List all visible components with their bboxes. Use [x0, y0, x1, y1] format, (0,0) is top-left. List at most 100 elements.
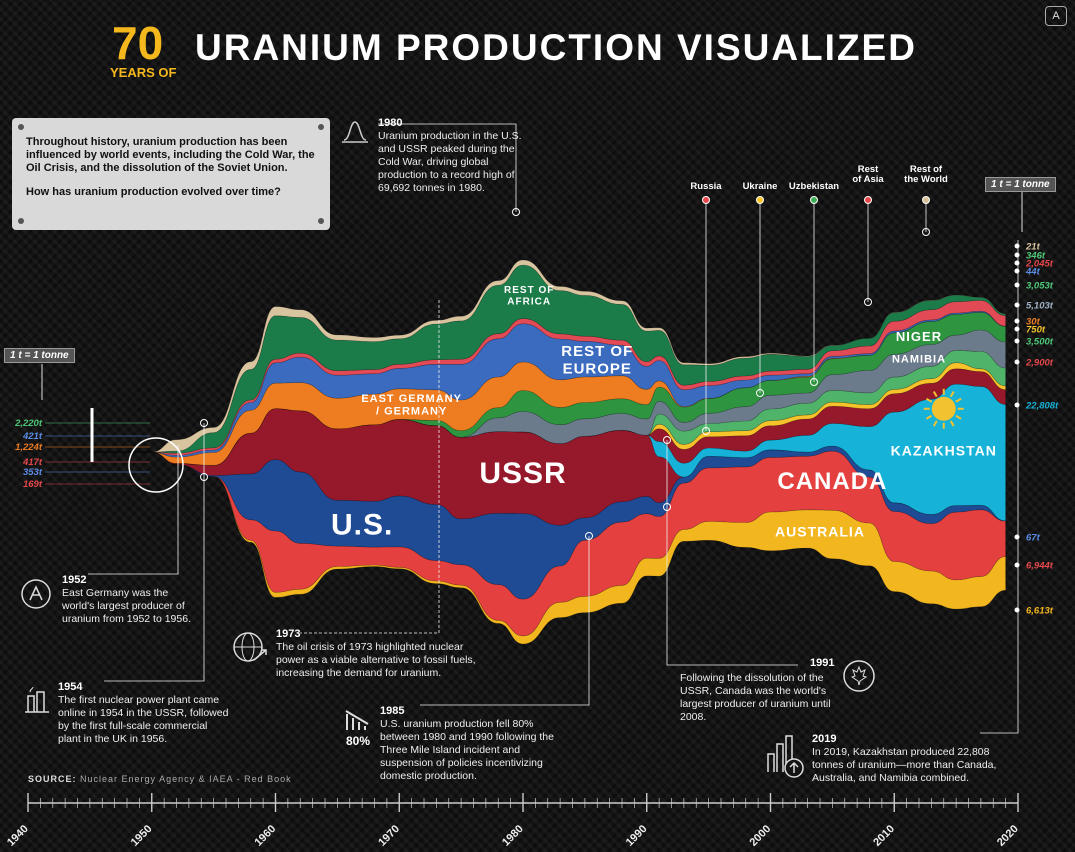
- top-label-dot: [922, 196, 930, 204]
- end-value-label: 750t: [1026, 325, 1046, 336]
- decline-badge: 80%: [346, 734, 371, 748]
- title-number: 70: [112, 17, 164, 69]
- end-label-dot: [1014, 260, 1020, 266]
- annotation-text: U.S. uranium production fell 80% between…: [380, 718, 554, 782]
- top-label-text: of Asia: [852, 174, 884, 185]
- annotation-year: 2019: [812, 733, 837, 745]
- top-label-text: Rest: [858, 164, 879, 175]
- annotation-1980: 1980 Uranium production in the U.S. and …: [378, 117, 528, 195]
- intro-text: Throughout history, uranium production h…: [26, 136, 315, 174]
- start-value-label: 421t: [22, 431, 43, 442]
- top-label-text: Russia: [690, 181, 722, 192]
- end-label-dot: [1014, 562, 1020, 568]
- series-u-s-area: [89, 445, 1006, 600]
- x-axis: 1940 1950 1960 1970 1980 1990 2000 2010 2020: [5, 793, 1021, 849]
- source-note: SOURCE: Nuclear Energy Agency & IAEA - R…: [28, 774, 292, 784]
- x-tick-label: 2000: [747, 823, 773, 849]
- x-tick-label: 1940: [5, 823, 31, 849]
- globe-rising-icon: [232, 630, 268, 664]
- screw-icon: [18, 124, 24, 130]
- annotation-1973: 1973 The oil crisis of 1973 highlighted …: [276, 628, 486, 680]
- annotation-1985: 1985 U.S. uranium production fell 80% be…: [380, 705, 570, 783]
- x-tick-label: 1960: [252, 823, 278, 849]
- end-value-label: 6,944t: [1026, 561, 1054, 572]
- end-value-label: 21t: [1025, 242, 1041, 253]
- page-title: URANIUM PRODUCTION VISUALIZED: [195, 27, 917, 68]
- end-label-dot: [1014, 326, 1020, 332]
- end-value-label: 3,053t: [1026, 281, 1054, 292]
- end-label-dot: [1014, 282, 1020, 288]
- declining-bars-icon: [344, 708, 376, 732]
- end-value-label: 6,613t: [1026, 606, 1054, 617]
- region-label-niger: NIGER: [896, 329, 942, 344]
- top-label-anchor: [810, 378, 818, 386]
- text-recognition-icon[interactable]: A: [1045, 6, 1067, 26]
- region-label-east-germany-germany: EAST GERMANY: [361, 393, 462, 405]
- annotation-text: The first nuclear power plant came onlin…: [58, 694, 229, 745]
- annotation-leader: [300, 300, 440, 634]
- screw-icon: [318, 218, 324, 224]
- region-label-rest-of-europe: REST OF: [561, 343, 633, 360]
- end-label-dot: [1014, 359, 1020, 365]
- region-label-australia: AUSTRALIA: [775, 524, 865, 540]
- end-value-label: 3,500t: [1026, 337, 1054, 348]
- top-label-anchor: [864, 298, 872, 306]
- annotation-text: The oil crisis of 1973 highlighted nucle…: [276, 641, 476, 679]
- annotation-1954: 1954 The first nuclear power plant came …: [58, 681, 233, 746]
- annotation-text: Uranium production in the U.S. and USSR …: [378, 130, 522, 194]
- end-value-label: 44t: [1025, 267, 1041, 278]
- annotation-anchor: [585, 532, 593, 540]
- annotation-anchor: [663, 503, 671, 511]
- screw-icon: [18, 218, 24, 224]
- end-label-dot: [1014, 243, 1020, 249]
- stream-layers: [89, 259, 1006, 645]
- zoom-circle: [128, 437, 184, 493]
- series-uzbekistan-area: [89, 350, 1006, 466]
- annotation-text: East Germany was the world's largest pro…: [62, 587, 191, 625]
- region-label-rest-of-africa: AFRICA: [507, 297, 551, 308]
- top-label-anchor: [756, 389, 764, 397]
- start-value-label: 169t: [23, 479, 43, 490]
- x-tick-label: 2010: [871, 823, 897, 849]
- annotation-year: 1980: [378, 117, 403, 129]
- region-label-ussr: USSR: [479, 457, 566, 490]
- annotation-year: 1952: [62, 574, 87, 586]
- annotation-leader: [104, 423, 205, 682]
- power-plant-icon: [22, 684, 52, 714]
- start-value-label: 2,220t: [14, 418, 43, 429]
- series-namibia-area: [89, 329, 1006, 466]
- series-niger-area: [89, 311, 1006, 466]
- end-value-label: 22,808t: [1025, 401, 1059, 412]
- annotation-1952: 1952 East Germany was the world's larges…: [62, 574, 202, 626]
- x-tick-label: 1970: [376, 823, 402, 849]
- screw-icon: [318, 124, 324, 130]
- start-value-label: 417t: [22, 457, 43, 468]
- annotation-leader: [88, 445, 179, 575]
- x-tick-label: 1990: [624, 823, 650, 849]
- annotation-leader: [666, 440, 798, 666]
- region-label-rest-of-europe: EUROPE: [563, 360, 632, 377]
- series-rest-of-the-world-area: [89, 259, 1006, 453]
- top-label-anchor: [702, 427, 710, 435]
- end-label-dot: [1014, 252, 1020, 258]
- top-label-dot: [756, 196, 764, 204]
- east-germany-emblem-icon: [20, 578, 52, 610]
- start-value-label: 1,224t: [15, 442, 43, 453]
- series-canada-area: [89, 450, 1006, 637]
- top-label-dot: [810, 196, 818, 204]
- top-label-dot: [702, 196, 710, 204]
- end-value-label: 346t: [1026, 251, 1046, 262]
- annotation-2019: 2019 In 2019, Kazakhstan produced 22,808…: [812, 733, 1012, 785]
- series-rest-of-africa-area: [89, 264, 1006, 454]
- end-value-label: 5,103t: [1026, 301, 1054, 312]
- annotation-year: 1954: [58, 681, 83, 693]
- annotation-text: Following the dissolution of the USSR, C…: [680, 672, 831, 723]
- annotation-leader: [378, 123, 517, 212]
- scale-note: 1 t = 1 tonne: [4, 348, 75, 363]
- annotation-anchor: [663, 436, 671, 444]
- series-kazakhstan-area: [89, 383, 1006, 522]
- top-label-text: the World: [904, 174, 948, 185]
